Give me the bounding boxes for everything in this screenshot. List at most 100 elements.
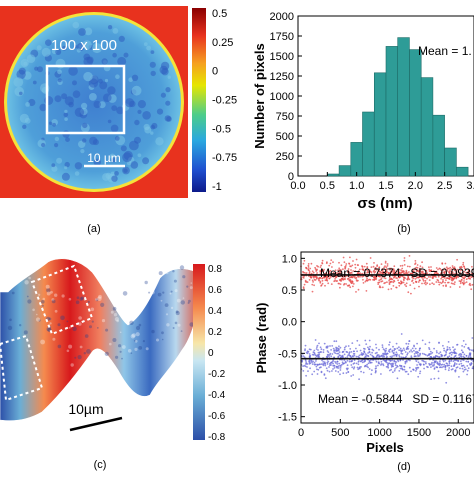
scatter-point bbox=[313, 371, 315, 373]
scatter-point bbox=[375, 367, 377, 369]
scatter-point bbox=[333, 350, 335, 352]
scatter-point bbox=[415, 367, 417, 369]
scatter-point bbox=[347, 360, 349, 362]
speckle bbox=[108, 120, 112, 124]
scatter-point bbox=[321, 371, 323, 373]
scatter-point bbox=[339, 373, 341, 375]
scatter-point bbox=[443, 364, 445, 366]
scatter-point bbox=[470, 364, 472, 366]
colorbar-tick-label: -0.2 bbox=[208, 369, 226, 380]
surface-dot bbox=[67, 350, 70, 353]
scatter-point bbox=[306, 352, 308, 354]
speckle bbox=[56, 158, 62, 164]
scatter-point bbox=[460, 282, 462, 284]
scatter-point bbox=[382, 353, 384, 355]
scatter-point bbox=[371, 362, 373, 364]
histogram-y-label: Number of pixels bbox=[252, 43, 267, 148]
scatter-point bbox=[438, 353, 440, 355]
scatter-point bbox=[443, 350, 445, 352]
scatter-point bbox=[323, 349, 325, 351]
surface-dot bbox=[68, 345, 72, 349]
surface-dot bbox=[176, 310, 179, 313]
scatter-point bbox=[384, 349, 386, 351]
surface-dot bbox=[105, 329, 108, 332]
x-tick-label: 0 bbox=[298, 427, 304, 439]
surface-dot bbox=[50, 291, 53, 294]
scatter-point bbox=[441, 355, 443, 357]
surface-dot bbox=[91, 308, 95, 312]
speckle bbox=[37, 45, 42, 50]
surface-dot bbox=[131, 334, 135, 338]
scatter-point bbox=[439, 360, 441, 362]
scatter-point bbox=[422, 340, 424, 342]
scatter-point bbox=[370, 257, 372, 259]
scatter-point bbox=[346, 372, 348, 374]
scatter-point bbox=[304, 284, 306, 286]
scatter-point bbox=[456, 353, 458, 355]
scatter-point bbox=[346, 368, 348, 370]
scatter-point bbox=[340, 367, 342, 369]
scatter-point bbox=[416, 360, 418, 362]
colorbar-tick-label: 0.5 bbox=[212, 8, 227, 20]
scatter-point bbox=[389, 341, 391, 343]
scatter-point bbox=[419, 363, 421, 365]
scatter-point bbox=[349, 348, 351, 350]
speckle bbox=[160, 66, 168, 74]
scatter-point bbox=[414, 288, 416, 290]
scatter-point bbox=[441, 263, 443, 265]
surface-dot bbox=[188, 300, 191, 303]
scatter-point bbox=[418, 286, 420, 288]
scatter-point bbox=[389, 370, 391, 372]
histogram-bar bbox=[445, 148, 457, 176]
surface-dot bbox=[84, 352, 86, 354]
surface-dot bbox=[191, 282, 193, 284]
scatter-point bbox=[316, 364, 318, 366]
surface-dot bbox=[186, 286, 188, 288]
scatter-point bbox=[303, 286, 305, 288]
scatter-point bbox=[398, 354, 400, 356]
scatter-point bbox=[451, 365, 453, 367]
scatter-point bbox=[466, 281, 468, 283]
scatter-point bbox=[333, 280, 335, 282]
scatter-point bbox=[448, 365, 450, 367]
colorbar-tick-label: 0 bbox=[212, 66, 218, 78]
scatter-point bbox=[419, 371, 421, 373]
scatter-point bbox=[402, 353, 404, 355]
surface-dot bbox=[162, 292, 164, 294]
colorbar-tick-label: 0.8 bbox=[208, 264, 222, 275]
scatter-point bbox=[395, 364, 397, 366]
speckle bbox=[124, 53, 129, 58]
scatter-point bbox=[349, 263, 351, 265]
scatter-point bbox=[317, 266, 319, 268]
scatter-point bbox=[367, 347, 369, 349]
scatter-point bbox=[375, 352, 377, 354]
scatter-point bbox=[434, 378, 436, 380]
scatter-point bbox=[425, 280, 427, 282]
scale-bar-c-label: 10µm bbox=[68, 401, 103, 417]
scatter-point bbox=[414, 355, 416, 357]
scatter-point bbox=[367, 280, 369, 282]
scatter-point bbox=[375, 344, 377, 346]
scatter-point bbox=[388, 289, 390, 291]
x-tick-label: 1.0 bbox=[349, 180, 364, 192]
surface-dot bbox=[12, 292, 15, 295]
scatter-point bbox=[418, 281, 420, 283]
scatter-point bbox=[382, 344, 384, 346]
speckle bbox=[80, 149, 84, 153]
scatter-point bbox=[456, 259, 458, 261]
scatter-point bbox=[305, 267, 307, 269]
scatter-point bbox=[393, 353, 395, 355]
scatter-point bbox=[324, 374, 326, 376]
surface-dot bbox=[159, 271, 163, 275]
histogram-bar bbox=[339, 166, 351, 176]
panel-a: 100 x 100 10 µm 0.50.250-0.25-0.5-0.75-1… bbox=[0, 6, 237, 235]
scatter-point bbox=[312, 270, 314, 272]
y-tick-label: 0.0 bbox=[282, 317, 297, 329]
scatter-point bbox=[377, 282, 379, 284]
speckle bbox=[42, 48, 51, 57]
y-tick-label: 1250 bbox=[270, 71, 294, 83]
speckle bbox=[93, 139, 99, 145]
speckle bbox=[103, 93, 112, 102]
